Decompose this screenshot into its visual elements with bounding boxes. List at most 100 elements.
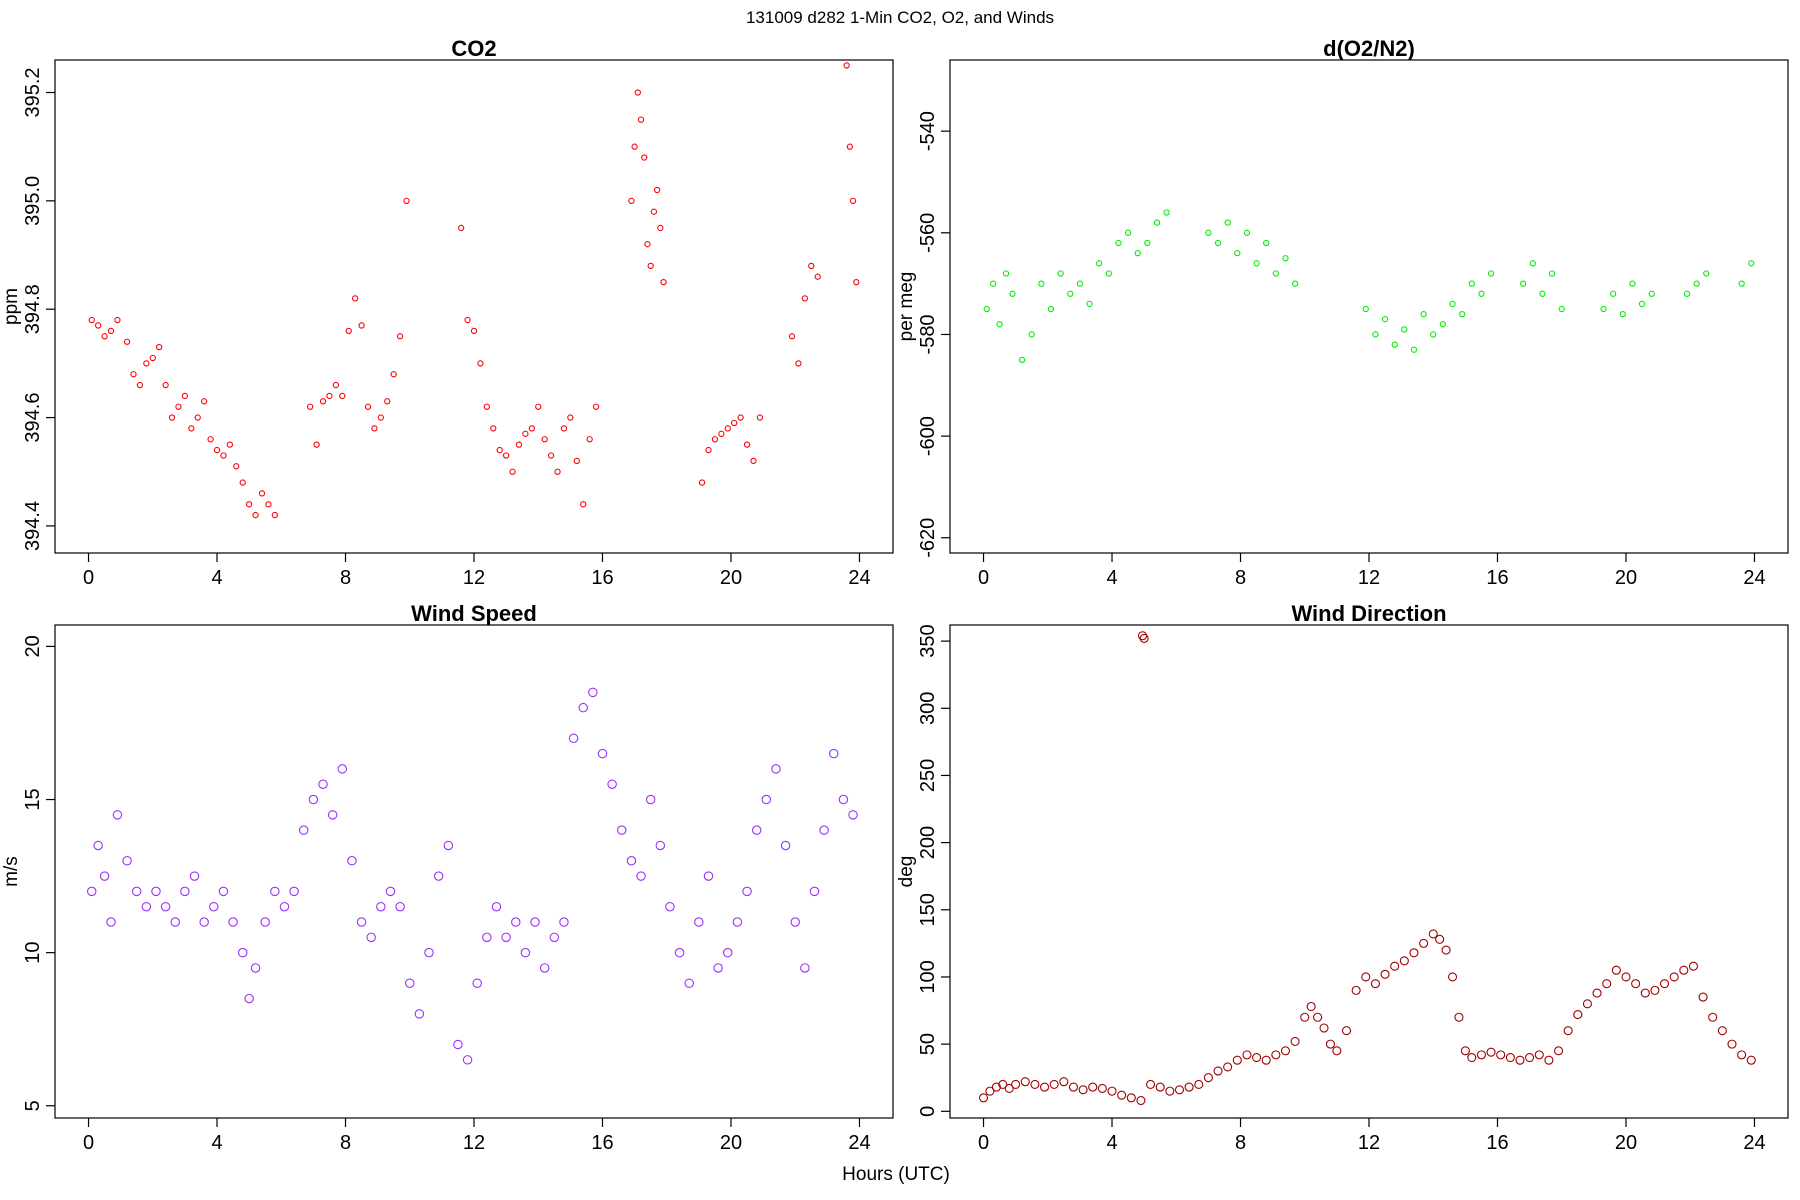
wind_speed-data-point — [151, 886, 161, 897]
co2-data-point — [339, 392, 346, 400]
o2-data-point — [1362, 305, 1369, 313]
wind_direction-data-point — [1679, 965, 1689, 975]
o2-data-point — [1609, 290, 1617, 297]
wind_speed-data-point — [395, 901, 405, 912]
o2-data-point — [1243, 229, 1251, 236]
wind_direction-x-tick-label: 16 — [1486, 1132, 1508, 1154]
wind_direction-data-point — [1271, 1050, 1281, 1060]
wind_speed-data-point — [732, 917, 743, 927]
o2-data-point — [1105, 270, 1112, 277]
co2-data-point — [130, 371, 137, 378]
wind_speed-data-point — [93, 840, 103, 851]
co2-data-point — [698, 479, 706, 486]
wind_direction-y-tick-label: 250 — [917, 759, 939, 792]
wind_direction-data-point — [1611, 965, 1621, 975]
o2-data-point — [1272, 270, 1279, 277]
wind_direction-data-point — [1419, 938, 1429, 948]
wind_speed-data-point — [270, 886, 280, 897]
co2-plot-frame — [54, 59, 894, 554]
co2-data-point — [788, 333, 796, 340]
co2-data-point — [239, 479, 246, 486]
co2-data-point — [319, 398, 327, 405]
wind_speed-x-tick-label: 20 — [720, 1132, 742, 1154]
panel-co2: CO2 0 4 8 12 16 20 24 394.4 394.6 394.8 395.0 395.2 p… — [1, 36, 894, 589]
wind_direction-data-point — [1213, 1066, 1223, 1076]
wind_speed-ylabel: m/s — [1, 856, 22, 887]
co2-data-point — [88, 316, 95, 324]
wind_direction-data-point — [1136, 1095, 1146, 1106]
co2-data-point — [194, 414, 201, 421]
figure-xlabel: Hours (UTC) — [842, 1164, 950, 1185]
wind_direction-data-point — [1737, 1050, 1747, 1060]
co2-data-point — [849, 197, 857, 205]
o2-x-tick-label: 8 — [1235, 567, 1246, 589]
co2-x-tick-label: 4 — [211, 567, 222, 589]
wind_direction-data-point — [1708, 1012, 1718, 1022]
co2-data-point — [265, 501, 272, 508]
panel-o2: d(O2/N2) 0 4 8 12 16 20 24 -620 -600 -580 -560 -540 p… — [896, 36, 1789, 589]
co2-data-point — [490, 425, 497, 432]
wind_direction-data-point — [1242, 1050, 1252, 1060]
wind_speed-data-point — [703, 871, 714, 881]
wind_speed-data-point — [356, 917, 367, 927]
o2-data-point — [1153, 219, 1161, 226]
co2-x-tick-label: 16 — [591, 567, 613, 589]
o2-data-point — [1558, 305, 1565, 313]
wind_speed-y-tick-label: 10 — [22, 942, 44, 964]
wind_speed-data-point — [617, 825, 627, 835]
wind_speed-data-point — [607, 779, 617, 789]
wind_direction-data-point — [1088, 1082, 1098, 1092]
wind_direction-data-point — [1319, 1023, 1329, 1033]
o2-x-tick-label: 16 — [1486, 567, 1508, 589]
o2-y-tick-label: -580 — [917, 314, 939, 354]
co2-data-point — [528, 425, 535, 432]
wind_direction-data-point — [1573, 1010, 1583, 1020]
co2-data-point — [724, 425, 731, 432]
o2-data-point — [1028, 331, 1035, 338]
figure-supertitle: 131009 d282 1-Min CO2, O2, and Winds — [746, 8, 1054, 27]
wind_direction-data-point — [1040, 1082, 1050, 1092]
co2-data-point — [567, 414, 574, 421]
co2-data-point — [657, 224, 664, 232]
wind_direction-data-point — [1078, 1085, 1088, 1095]
wind_speed-data-point — [578, 702, 588, 713]
wind_direction-y-tick-label: 350 — [917, 624, 939, 657]
wind_speed-data-point — [665, 901, 675, 912]
wind_direction-data-point — [978, 1093, 989, 1103]
co2-data-point — [226, 441, 234, 448]
wind_speed-data-point — [244, 993, 254, 1004]
wind_speed-data-point — [189, 871, 200, 881]
wind_direction-data-point — [1544, 1055, 1554, 1065]
o2-data-point — [1638, 300, 1646, 308]
o2-data-point — [1009, 290, 1016, 297]
co2-data-point — [162, 381, 169, 389]
wind_direction-data-point — [1011, 1079, 1021, 1089]
wind_speed-data-point — [511, 917, 521, 927]
o2-data-point — [1683, 290, 1691, 297]
wind_speed-data-point — [549, 932, 560, 943]
co2-data-point — [396, 333, 404, 340]
wind_speed-data-point — [218, 886, 229, 897]
wind_direction-data-point — [1602, 979, 1612, 989]
wind_direction-data-point — [1361, 972, 1371, 982]
co2-data-point — [750, 457, 757, 465]
co2-data-point — [390, 371, 397, 378]
co2-data-point — [271, 511, 278, 519]
co2-data-point — [801, 295, 809, 302]
co2-data-point — [156, 343, 163, 351]
wind_speed-data-point — [694, 917, 704, 927]
wind_direction-data-point — [1640, 988, 1650, 998]
co2-y-tick-label: 394.8 — [22, 284, 44, 334]
co2-ylabel: ppm — [1, 288, 22, 325]
co2-data-point — [403, 197, 410, 205]
wind_speed-data-point — [160, 901, 171, 912]
wind_speed-data-point — [131, 886, 142, 897]
o2-data-point — [1018, 356, 1026, 364]
wind_speed-data-point — [99, 871, 110, 881]
wind_direction-data-point — [1650, 985, 1660, 995]
wind_direction-y-tick-label: 200 — [917, 826, 939, 859]
wind_direction-y-tick-label: 0 — [917, 1106, 939, 1117]
co2-data-point — [345, 327, 352, 335]
wind_direction-data-point — [1049, 1079, 1059, 1089]
